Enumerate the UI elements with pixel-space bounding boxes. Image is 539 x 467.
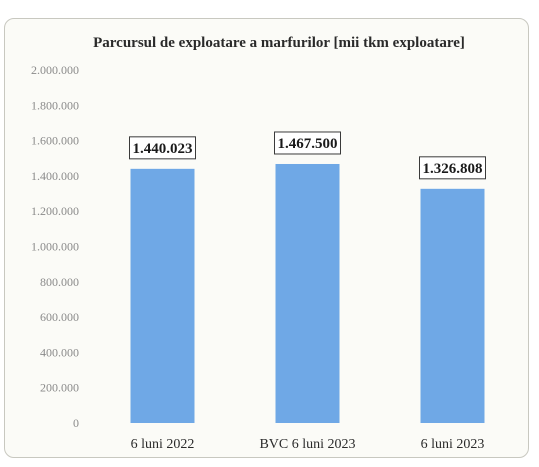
x-category-label: BVC 6 luni 2023 [259, 437, 355, 452]
bar [420, 188, 485, 423]
y-tick-label: 400.000 [40, 345, 79, 359]
data-label: 1.467.500 [278, 136, 338, 152]
y-tick-label: 1.800.000 [31, 98, 79, 112]
y-tick-label: 1.400.000 [31, 169, 79, 183]
y-tick-label: 1.600.000 [31, 134, 79, 148]
data-label-box [129, 136, 196, 160]
bar [275, 163, 340, 423]
data-label-box [419, 156, 486, 180]
y-axis: 0 200.000 400.000 600.000 800.000 1.000.000 1.… [31, 63, 79, 430]
y-tick-label: 1.200.000 [31, 204, 79, 218]
data-label: 1.326.808 [423, 161, 483, 177]
bars [130, 163, 485, 423]
y-tick-label: 600.000 [40, 310, 79, 324]
y-tick-label: 800.000 [40, 275, 79, 289]
x-axis: 6 luni 2022 BVC 6 luni 2023 6 luni 2023 [131, 437, 485, 452]
x-category-label: 6 luni 2023 [421, 437, 485, 452]
y-tick-label: 2.000.000 [31, 63, 79, 77]
y-tick-label: 1.000.000 [31, 240, 79, 254]
y-tick-label: 0 [73, 416, 79, 430]
data-label: 1.440.023 [133, 141, 193, 157]
y-tick-label: 200.000 [40, 381, 79, 395]
bar [130, 168, 195, 423]
data-label-box [274, 131, 341, 155]
chart-title: Parcursul de exploatare a marfurilor [mi… [93, 35, 465, 51]
data-labels: 1.440.023 1.467.500 1.326.808 [129, 131, 486, 180]
x-category-label: 6 luni 2022 [131, 437, 195, 452]
